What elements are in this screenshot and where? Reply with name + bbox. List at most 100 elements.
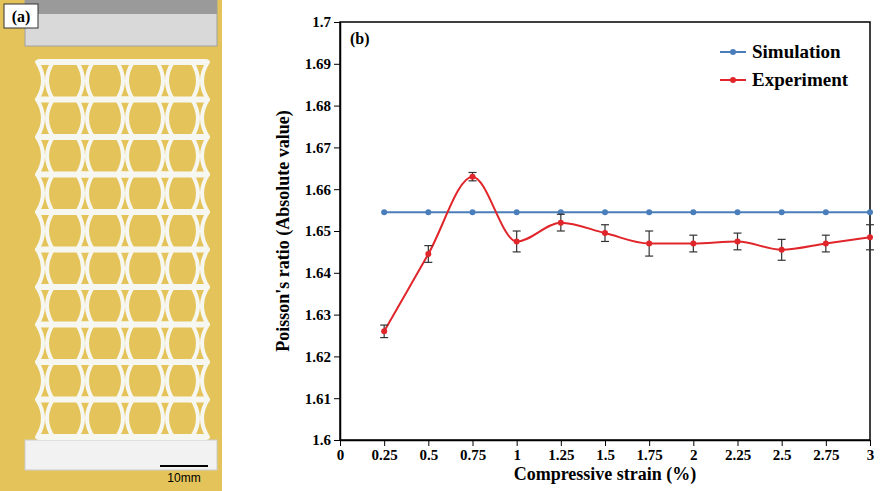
lattice-rib <box>117 175 123 213</box>
lattice-rib <box>202 212 208 250</box>
y-tick-mark <box>334 106 340 107</box>
y-tick: 1.7 <box>312 14 340 30</box>
lattice-rib <box>202 175 208 213</box>
lattice-rib <box>127 287 133 325</box>
x-tick-mark <box>605 440 606 446</box>
lattice-bar <box>159 97 206 103</box>
lattice-rib <box>157 287 163 325</box>
lattice-rib <box>77 212 83 250</box>
lattice-bar <box>159 59 206 65</box>
lattice-rib <box>127 175 133 213</box>
y-tick-label: 1.61 <box>305 391 331 407</box>
series-marker <box>779 209 785 215</box>
lattice-rib <box>167 250 173 288</box>
photo-background <box>0 0 222 491</box>
y-tick-label: 1.64 <box>305 265 332 281</box>
figure: (a)10mm00.250.50.7511.251.51.7522.252.52… <box>0 0 894 491</box>
error-bar-cap <box>557 230 565 231</box>
legend: SimulationExperiment <box>720 41 849 90</box>
lattice-rib <box>202 62 208 100</box>
x-axis: 00.250.50.7511.251.51.7522.252.52.753 <box>337 440 875 463</box>
series-marker <box>646 241 652 247</box>
lattice-rib <box>37 100 43 138</box>
y-tick: 1.6 <box>312 432 340 448</box>
y-tick-label: 1.67 <box>305 140 332 156</box>
lattice-rib <box>77 400 83 438</box>
series-marker <box>381 328 387 334</box>
error-bar <box>469 172 477 180</box>
lattice-rib <box>77 250 83 288</box>
x-tick: 2 <box>690 440 698 463</box>
lattice-rib <box>37 137 43 175</box>
series-line <box>384 177 870 332</box>
top-clamp <box>25 0 217 46</box>
lattice-bar <box>159 434 206 440</box>
x-tick-mark <box>826 440 827 446</box>
lattice-rib <box>127 362 133 400</box>
error-bar <box>645 231 653 256</box>
lattice-rib <box>37 175 43 213</box>
x-tick-mark <box>738 440 739 446</box>
error-bar-cap <box>734 232 742 233</box>
series-marker <box>602 230 608 236</box>
lattice-rib <box>157 325 163 363</box>
lattice-rib <box>117 100 123 138</box>
lattice-rib <box>37 62 43 100</box>
lattice-rib <box>47 137 53 175</box>
lattice-bar <box>159 134 206 140</box>
x-tick-mark <box>649 440 650 446</box>
legend-label: Experiment <box>752 69 849 90</box>
lattice-rib <box>127 137 133 175</box>
lattice-rib <box>157 100 163 138</box>
lattice-rib <box>47 100 53 138</box>
error-bar-cap <box>778 260 786 261</box>
x-tick: 0.25 <box>372 440 398 463</box>
lattice-rib <box>117 62 123 100</box>
y-axis-title: Poisson's ratio (Absolute value) <box>273 110 294 352</box>
y-tick: 1.62 <box>305 349 340 365</box>
x-tick-label: 2.75 <box>813 447 839 463</box>
plot-marks <box>380 172 874 337</box>
lattice-bar <box>159 322 206 328</box>
y-tick-label: 1.68 <box>305 98 331 114</box>
series-marker <box>823 241 829 247</box>
y-tick-label: 1.65 <box>305 223 331 239</box>
lattice <box>37 62 208 437</box>
lattice-rib <box>87 325 93 363</box>
y-tick-label: 1.6 <box>312 432 331 448</box>
lattice-bar <box>159 359 206 365</box>
lattice-rib <box>127 100 133 138</box>
bottom-clamp <box>25 440 217 470</box>
scale-bar <box>160 465 208 467</box>
lattice-rib <box>37 250 43 288</box>
error-bar-cap <box>866 224 874 225</box>
series-marker <box>470 209 476 215</box>
panel-label: (a) <box>12 8 31 26</box>
lattice-bar <box>159 172 206 178</box>
lattice-rib <box>192 212 198 250</box>
lattice-rib <box>117 250 123 288</box>
lattice-rib <box>47 287 53 325</box>
series-marker <box>425 209 431 215</box>
error-bar-cap <box>778 239 786 240</box>
series-marker <box>646 209 652 215</box>
lattice-rib <box>157 400 163 438</box>
lattice-rib <box>87 137 93 175</box>
series-line <box>384 211 870 213</box>
lattice-rib <box>202 100 208 138</box>
lattice-rib <box>167 137 173 175</box>
y-tick: 1.68 <box>305 98 340 114</box>
y-tick-mark <box>334 440 340 441</box>
lattice-rib <box>192 287 198 325</box>
error-bar <box>689 235 697 252</box>
lattice-rib <box>117 362 123 400</box>
y-tick-mark <box>334 356 340 357</box>
x-tick-label: 1.5 <box>596 447 615 463</box>
x-tick: 1.5 <box>596 440 615 463</box>
lattice-rib <box>192 250 198 288</box>
y-tick-label: 1.66 <box>305 182 332 198</box>
x-tick: 0.5 <box>419 440 438 463</box>
error-bar-cap <box>645 255 653 256</box>
x-tick-label: 2.25 <box>725 447 751 463</box>
lattice-rib <box>202 250 208 288</box>
